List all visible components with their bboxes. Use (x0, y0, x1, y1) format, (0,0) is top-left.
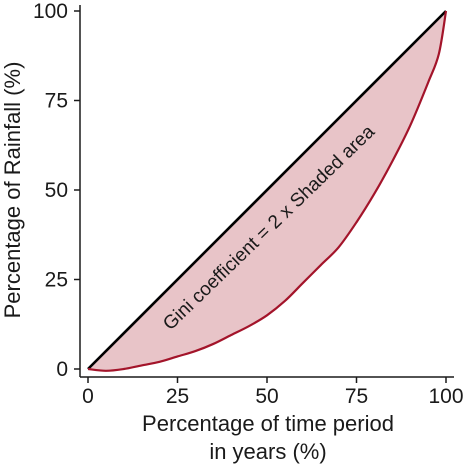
x-tick-label: 75 (345, 385, 368, 408)
x-tick-label: 100 (428, 385, 463, 408)
y-tick-label: 25 (45, 269, 68, 292)
x-axis-title-line2: in years (%) (209, 439, 326, 464)
y-tick-label: 100 (33, 0, 68, 23)
lorenz-curve-line (87, 10, 448, 372)
x-tick-label: 0 (82, 385, 94, 408)
y-tick-label: 75 (45, 90, 68, 113)
y-axis-title: Percentage of Rainfall (%) (0, 62, 25, 319)
x-tick-label: 25 (166, 385, 189, 408)
x-axis-title-line1: Percentage of time period (142, 411, 394, 436)
equality-line (87, 10, 447, 370)
y-tick-label: 50 (45, 179, 68, 202)
x-ticks: 0 25 50 75 100 (82, 377, 464, 408)
y-ticks: 0 25 50 75 100 (33, 0, 80, 381)
y-tick-label: 0 (56, 358, 68, 381)
x-tick-label: 50 (255, 385, 278, 408)
axes: 0 25 50 75 100 0 25 50 75 100 (33, 0, 464, 408)
plot-area (87, 10, 448, 372)
